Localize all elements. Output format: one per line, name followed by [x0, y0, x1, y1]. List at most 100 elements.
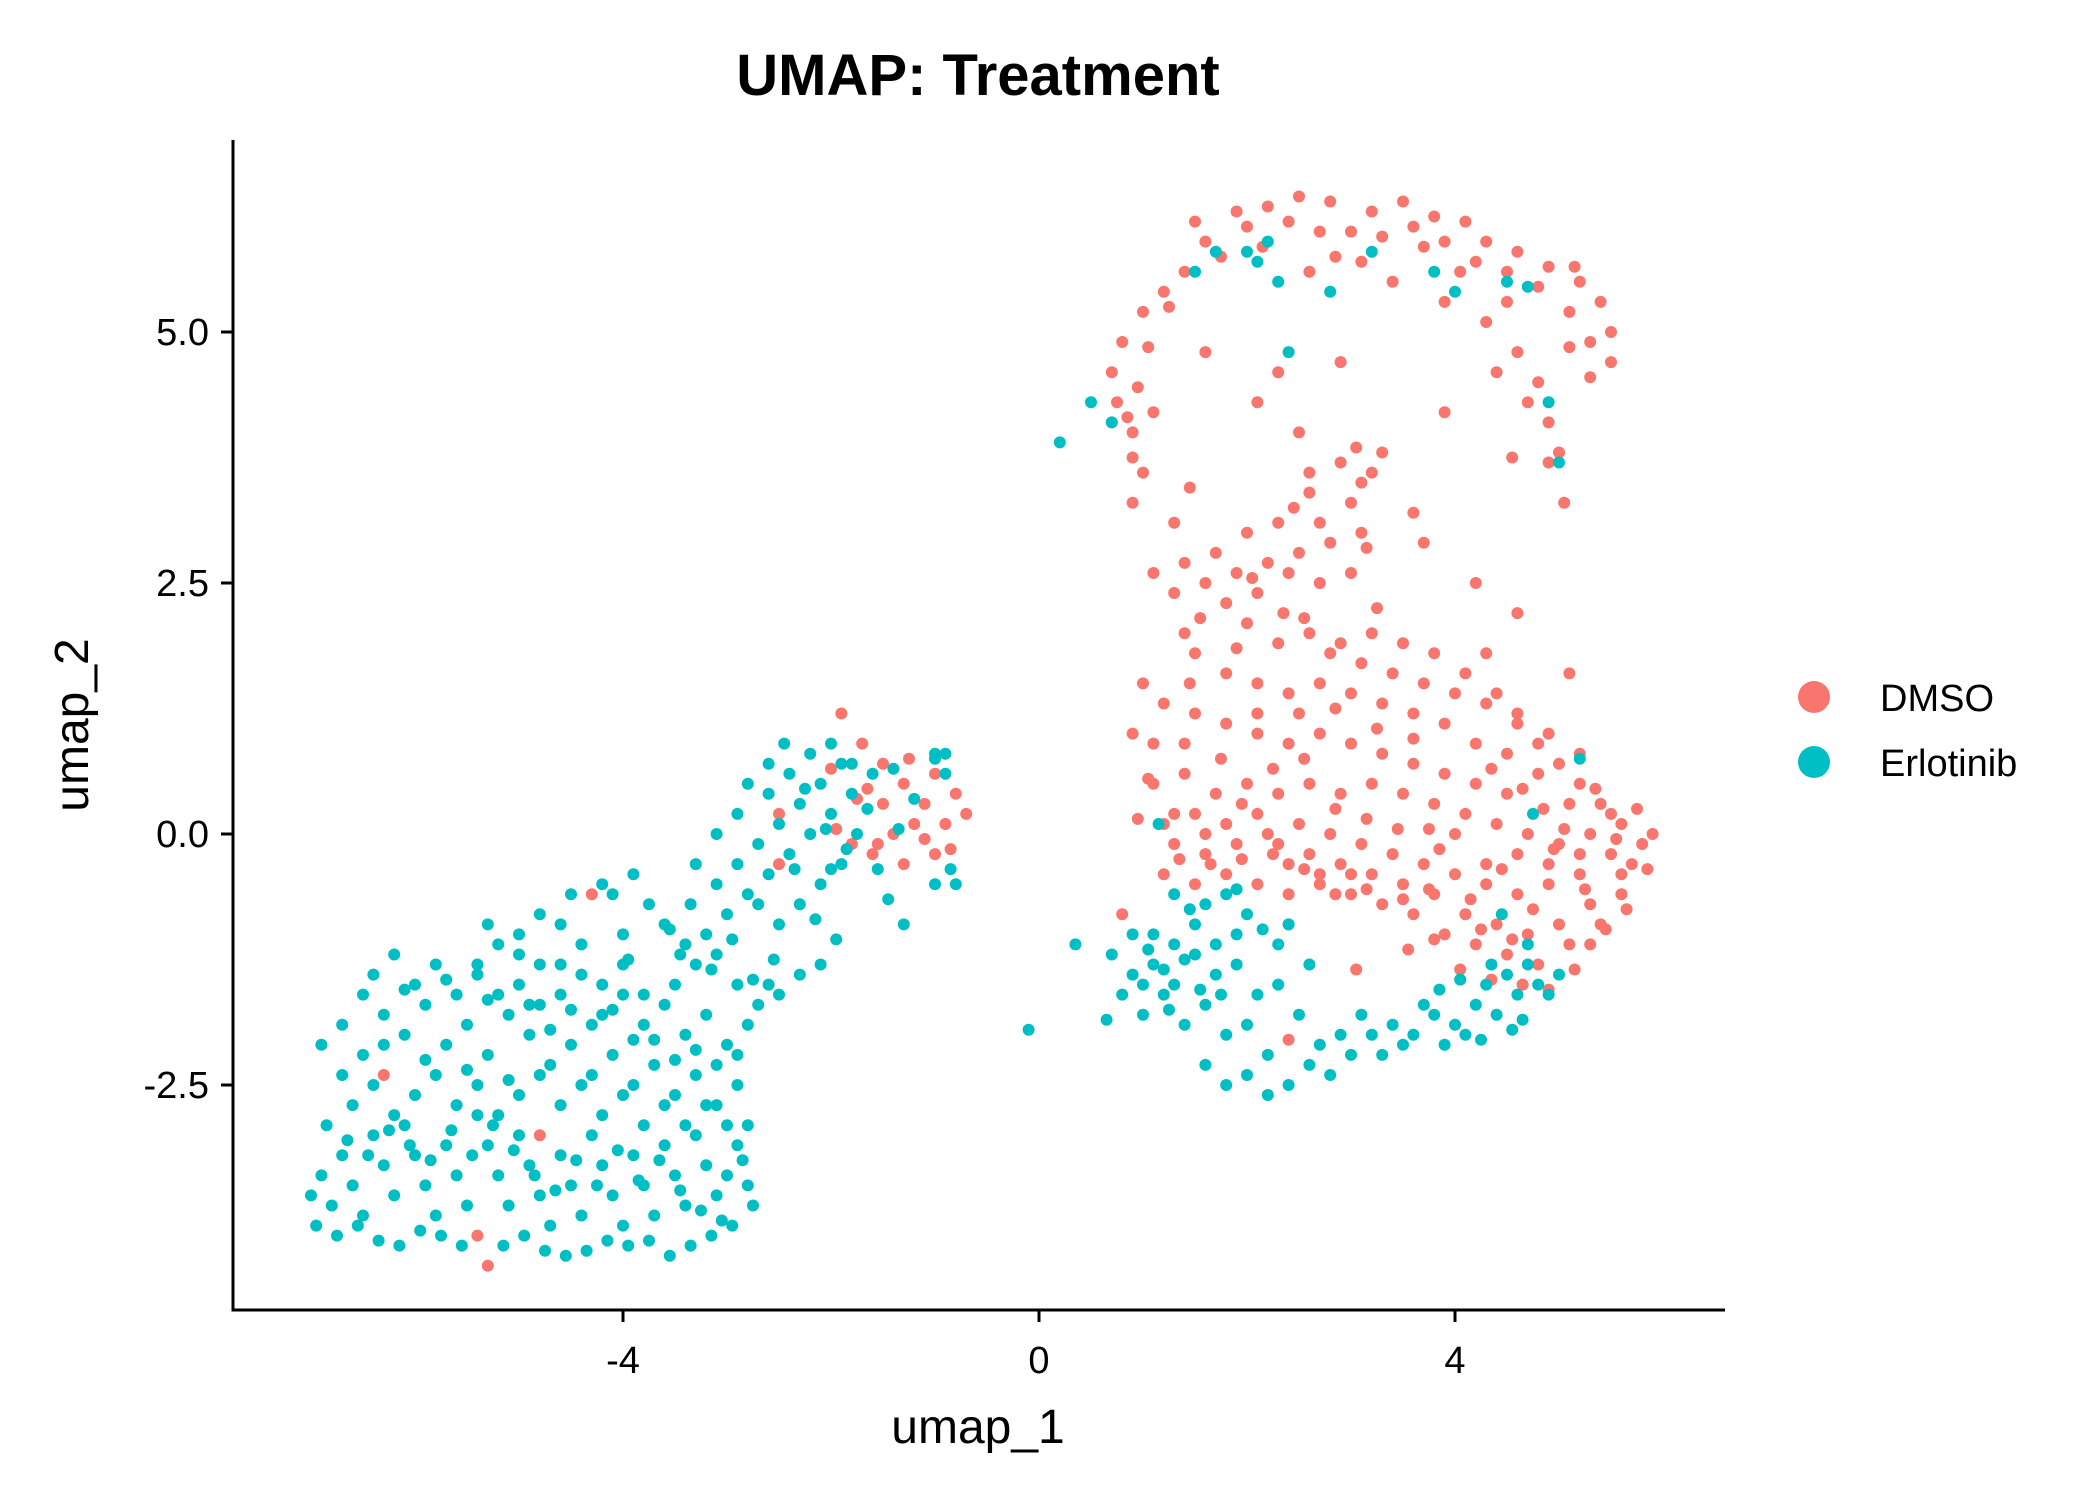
point-erlotinib	[1324, 1069, 1337, 1081]
point-dmso	[1376, 697, 1389, 710]
point-dmso	[1563, 341, 1576, 354]
point-dmso	[1199, 577, 1212, 589]
point-erlotinib	[388, 1189, 401, 1202]
point-dmso	[1147, 406, 1160, 419]
point-dmso	[1542, 416, 1555, 429]
point-dmso	[1469, 255, 1482, 268]
point-erlotinib	[440, 973, 453, 986]
point-dmso	[1293, 818, 1305, 830]
point-dmso	[1480, 878, 1493, 891]
point-erlotinib	[627, 1079, 640, 1091]
point-erlotinib	[1230, 883, 1243, 896]
point-dmso	[1397, 195, 1409, 208]
point-dmso	[1469, 938, 1482, 951]
point-dmso	[1183, 481, 1196, 494]
point-dmso	[1272, 516, 1285, 529]
point-erlotinib	[398, 1119, 411, 1132]
point-erlotinib	[1521, 938, 1534, 951]
point-dmso	[1168, 807, 1181, 820]
point-erlotinib	[471, 1079, 484, 1091]
point-dmso	[1126, 496, 1139, 509]
point-dmso	[1350, 963, 1363, 976]
point-erlotinib	[1386, 1018, 1399, 1031]
point-dmso	[1178, 767, 1191, 780]
point-erlotinib	[435, 1229, 447, 1242]
point-erlotinib	[357, 988, 369, 1001]
point-dmso	[1199, 235, 1212, 248]
point-dmso	[1199, 346, 1212, 359]
point-erlotinib	[627, 1033, 640, 1046]
point-erlotinib	[731, 1048, 744, 1061]
point-dmso	[1345, 868, 1357, 881]
point-dmso	[1251, 587, 1264, 599]
point-dmso	[1282, 858, 1295, 871]
point-dmso	[1397, 637, 1409, 650]
point-erlotinib	[762, 868, 775, 881]
point-erlotinib	[1199, 1058, 1212, 1071]
point-erlotinib	[461, 1199, 473, 1212]
point-erlotinib	[669, 1089, 681, 1101]
point-erlotinib	[1199, 998, 1212, 1011]
point-erlotinib	[554, 918, 567, 931]
point-dmso	[877, 797, 889, 810]
point-dmso	[1350, 441, 1363, 454]
point-dmso	[1131, 812, 1144, 825]
point-dmso	[1584, 371, 1597, 384]
point-dmso	[1189, 215, 1201, 228]
point-dmso	[1345, 888, 1357, 901]
point-erlotinib	[606, 1003, 619, 1016]
point-dmso	[1542, 727, 1555, 740]
point-erlotinib	[731, 858, 744, 871]
point-dmso	[1355, 657, 1368, 670]
point-erlotinib	[674, 1184, 687, 1197]
point-erlotinib	[741, 1179, 754, 1192]
point-erlotinib	[684, 1239, 697, 1252]
point-dmso	[1345, 687, 1357, 700]
point-erlotinib	[601, 1234, 614, 1247]
point-erlotinib	[398, 1028, 411, 1041]
point-erlotinib	[1168, 888, 1181, 901]
point-dmso	[1371, 602, 1383, 615]
point-dmso	[1282, 1033, 1295, 1046]
point-dmso	[1428, 797, 1441, 810]
point-erlotinib	[710, 1189, 723, 1202]
point-dmso	[1220, 667, 1233, 680]
point-erlotinib	[1365, 245, 1378, 258]
point-dmso	[1376, 898, 1389, 911]
point-dmso	[1137, 466, 1149, 479]
point-erlotinib	[825, 807, 837, 820]
point-erlotinib	[346, 1179, 359, 1192]
point-erlotinib	[695, 1204, 707, 1217]
point-erlotinib	[466, 1149, 479, 1162]
point-erlotinib	[533, 998, 546, 1011]
point-dmso	[1220, 818, 1233, 830]
point-erlotinib	[611, 1144, 624, 1157]
point-erlotinib	[1355, 1008, 1368, 1021]
point-erlotinib	[721, 1169, 733, 1182]
point-erlotinib	[793, 968, 806, 981]
point-erlotinib	[689, 1069, 702, 1081]
point-dmso	[1573, 848, 1586, 861]
point-dmso	[1189, 647, 1201, 660]
point-erlotinib	[585, 1129, 598, 1142]
point-dmso	[1267, 762, 1279, 775]
point-dmso	[1417, 858, 1430, 871]
point-dmso	[1433, 843, 1446, 856]
point-erlotinib	[492, 1109, 505, 1122]
point-dmso	[1215, 752, 1227, 765]
point-erlotinib	[414, 1224, 427, 1237]
point-erlotinib	[1511, 988, 1524, 1001]
point-dmso	[1116, 336, 1129, 348]
point-erlotinib	[523, 1028, 536, 1041]
point-dmso	[1272, 366, 1285, 379]
point-erlotinib	[1490, 1008, 1503, 1021]
point-erlotinib	[1365, 1028, 1378, 1041]
point-erlotinib	[710, 878, 723, 891]
point-dmso	[1573, 777, 1586, 790]
point-erlotinib	[565, 1003, 577, 1016]
point-dmso	[585, 888, 598, 901]
point-erlotinib	[450, 1169, 463, 1182]
point-erlotinib	[1241, 1018, 1253, 1031]
point-erlotinib	[596, 1159, 609, 1172]
